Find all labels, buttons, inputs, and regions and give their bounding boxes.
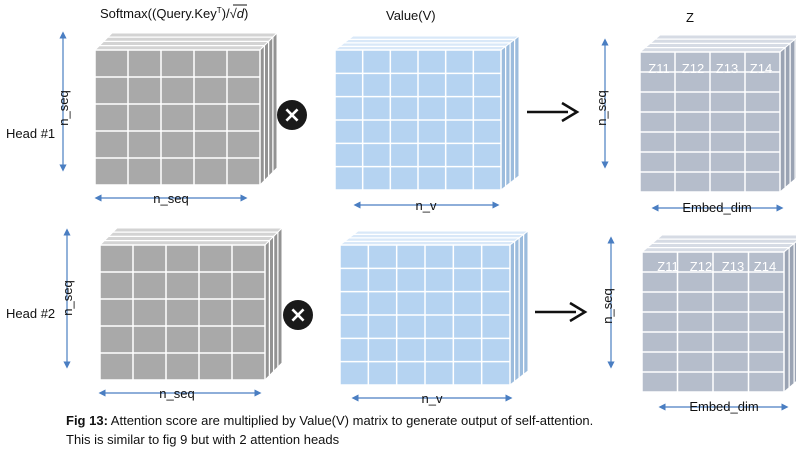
z-cells-2: Z11 Z12 Z13 Z14 [657,259,776,274]
z-cells-1: Z11 Z12 Z13 Z14 [648,61,772,76]
result-arrow-2 [535,301,588,323]
softmax-middle: )/ [222,6,230,21]
n-v-label-1: n_v [416,198,437,213]
n-seq-horizontal-label-1: n_seq [153,191,188,206]
n-seq-vertical-label-2: n_seq [60,280,75,315]
sqrt-symbol: √ [230,6,238,21]
multiply-badge-2: × [283,300,313,330]
embed-dim-label-2: Embed_dim [689,399,758,414]
z-header: Z [686,10,694,25]
cube-layer [93,44,266,187]
z14-label-2: Z14 [754,259,776,274]
z11-label-2: Z11 [657,259,678,274]
multiply-sign-1: × [283,103,301,128]
z11-label-1: Z11 [648,61,669,76]
value-header: Value(V) [386,8,436,23]
head-2-row: Head #2 n_seq n_seq × n_v Z11 Z12 Z13 Z1… [6,226,796,414]
cube-front-face [99,244,266,381]
softmax-cube-2 [98,226,284,382]
z13-label-1: Z13 [716,61,738,76]
z14-label-1: Z14 [750,61,772,76]
softmax-prefix: Softmax((Query.Key [100,6,217,21]
z12-label-2: Z12 [690,259,712,274]
softmax-suffix: ) [244,6,248,21]
softmax-header: Softmax((Query.KeyT)/√d) [100,6,248,21]
multiply-sign-2: × [289,303,307,328]
multiply-badge-1: × [277,100,307,130]
figure-caption: Fig 13: Attention score are multiplied b… [66,411,786,449]
value-cube-2 [338,229,530,387]
z-cube-1 [638,34,796,194]
z12-label-1: Z12 [682,61,704,76]
embed-dim-label-1: Embed_dim [682,200,751,215]
head-2-label: Head #2 [6,306,55,321]
caption-figure-number: Fig 13: [66,413,108,428]
cube-layer [638,46,787,194]
cube-front-face [94,49,261,186]
cube-layer [333,45,507,192]
head-1-label: Head #1 [6,126,55,141]
n-v-label-2: n_v [422,391,443,406]
softmax-cube-1 [93,31,279,187]
cube-layer [338,240,516,387]
n-seq-vertical-label-1: n_seq [56,90,71,125]
caption-text-1: Attention score are multiplied by Value(… [107,413,594,428]
z-n-seq-label-1: n_seq [594,90,609,125]
caption-line-2: This is similar to fig 9 but with 2 atte… [66,432,340,447]
cube-layer [640,246,791,394]
result-arrow-1 [527,101,580,123]
caption-line-1: Fig 13: Attention score are multiplied b… [66,411,786,430]
value-cube-1 [333,34,521,192]
z-cube-2 [640,234,796,394]
z-n-seq-label-2: n_seq [600,288,615,323]
softmax-radicand: d [237,6,245,21]
n-seq-horizontal-label-2: n_seq [159,386,194,401]
head-1-row: Head #1 n_seq n_seq × n_v Z11 Z12 Z13 Z1… [6,31,796,215]
cube-layer [98,239,271,382]
softmax-superscript: T [217,6,222,15]
z13-label-2: Z13 [722,259,744,274]
